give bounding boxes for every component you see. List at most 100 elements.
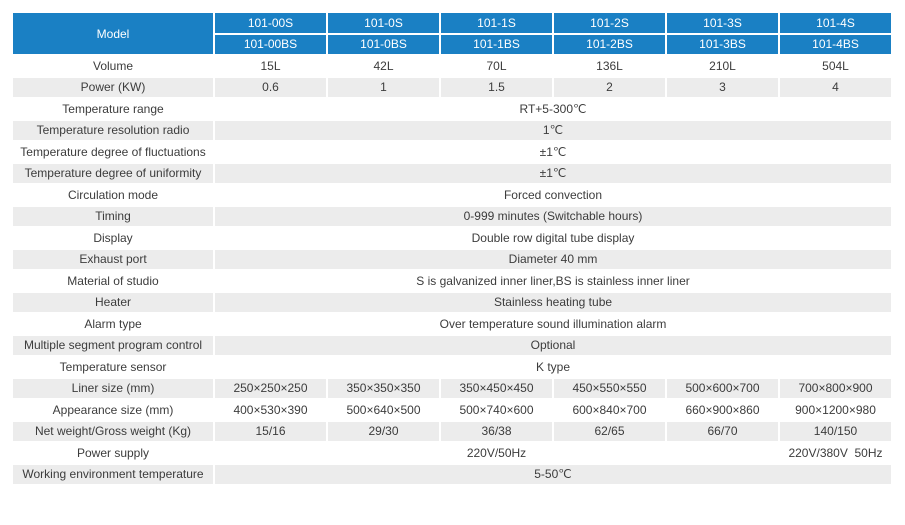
cell-value-merged: 1℃ [215, 120, 891, 140]
spec-row: Multiple segment program control Optional [13, 335, 891, 355]
cell-value-merged: K type [215, 357, 891, 377]
spec-row: Temperature degree of uniformity ±1℃ [13, 163, 891, 183]
row-label: Temperature resolution radio [13, 120, 213, 140]
cell-value: 0.6 [215, 77, 326, 97]
row-label: Liner size (mm) [13, 378, 213, 398]
row-label: Appearance size (mm) [13, 400, 213, 420]
cell-value-merged: 0-999 minutes (Switchable hours) [215, 206, 891, 226]
cell-value: 1 [328, 77, 439, 97]
spec-row: Temperature range RT+5-300℃ [13, 99, 891, 119]
cell-value-merged: S is galvanized inner liner,BS is stainl… [215, 271, 891, 291]
cell-value-merged: 220V/380V 50Hz [780, 443, 891, 463]
row-label: Volume [13, 56, 213, 76]
cell-value: 250×250×250 [215, 378, 326, 398]
model-header-101-1S: 101-1S [441, 13, 552, 33]
cell-value: 400×530×390 [215, 400, 326, 420]
row-label: Circulation mode [13, 185, 213, 205]
row-label: Display [13, 228, 213, 248]
cell-value-merged: Diameter 40 mm [215, 249, 891, 269]
row-label: Timing [13, 206, 213, 226]
cell-value: 140/150 [780, 421, 891, 441]
spec-row: Heater Stainless heating tube [13, 292, 891, 312]
cell-value-merged: Over temperature sound illumination alar… [215, 314, 891, 334]
cell-value: 450×550×550 [554, 378, 665, 398]
cell-value: 3 [667, 77, 778, 97]
model-header-101-3S: 101-3S [667, 13, 778, 33]
model-header-101-00BS: 101-00BS [215, 34, 326, 54]
spec-row: Display Double row digital tube display [13, 228, 891, 248]
model-header-101-2S: 101-2S [554, 13, 665, 33]
row-label: Multiple segment program control [13, 335, 213, 355]
spec-row: Temperature resolution radio 1℃ [13, 120, 891, 140]
row-label: Power (KW) [13, 77, 213, 97]
spec-row: Timing 0-999 minutes (Switchable hours) [13, 206, 891, 226]
cell-value: 350×350×350 [328, 378, 439, 398]
spec-row: Volume 15L 42L 70L 136L 210L 504L [13, 56, 891, 76]
row-label: Net weight/Gross weight (Kg) [13, 421, 213, 441]
cell-value: 136L [554, 56, 665, 76]
cell-value: 36/38 [441, 421, 552, 441]
spec-row: Power supply 220V/50Hz 220V/380V 50Hz [13, 443, 891, 463]
cell-value: 504L [780, 56, 891, 76]
cell-value-merged: Double row digital tube display [215, 228, 891, 248]
spec-row: Net weight/Gross weight (Kg) 15/16 29/30 36… [13, 421, 891, 441]
model-header-101-2BS: 101-2BS [554, 34, 665, 54]
spec-row: Temperature degree of fluctuations ±1℃ [13, 142, 891, 162]
cell-value-merged: 220V/50Hz [215, 443, 778, 463]
spec-row: Appearance size (mm) 400×530×390 500×640×5… [13, 400, 891, 420]
cell-value: 500×640×500 [328, 400, 439, 420]
row-label: Temperature degree of uniformity [13, 163, 213, 183]
cell-value: 70L [441, 56, 552, 76]
cell-value-merged: Optional [215, 335, 891, 355]
cell-value: 42L [328, 56, 439, 76]
row-label: Alarm type [13, 314, 213, 334]
spec-row: Material of studio S is galvanized inner … [13, 271, 891, 291]
spec-row: Liner size (mm) 250×250×250 350×350×350 350… [13, 378, 891, 398]
spec-row: Alarm type Over temperature sound illumin… [13, 314, 891, 334]
model-header-101-0BS: 101-0BS [328, 34, 439, 54]
cell-value: 4 [780, 77, 891, 97]
cell-value: 62/65 [554, 421, 665, 441]
model-header-101-1BS: 101-1BS [441, 34, 552, 54]
row-label: Power supply [13, 443, 213, 463]
cell-value-merged: ±1℃ [215, 142, 891, 162]
cell-value-merged: RT+5-300℃ [215, 99, 891, 119]
row-label: Heater [13, 292, 213, 312]
model-header-101-0S: 101-0S [328, 13, 439, 33]
cell-value: 1.5 [441, 77, 552, 97]
cell-value-merged: ±1℃ [215, 163, 891, 183]
model-header-101-4S: 101-4S [780, 13, 891, 33]
row-label: Working environment temperature [13, 464, 213, 484]
spec-table-header: Model 101-00S 101-0S 101-1S 101-2S 101-3S 101… [13, 13, 891, 54]
cell-value: 29/30 [328, 421, 439, 441]
cell-value: 210L [667, 56, 778, 76]
model-header-101-00S: 101-00S [215, 13, 326, 33]
model-header-101-4BS: 101-4BS [780, 34, 891, 54]
model-header-cell: Model [13, 13, 213, 54]
row-label: Temperature range [13, 99, 213, 119]
cell-value: 500×600×700 [667, 378, 778, 398]
cell-value: 2 [554, 77, 665, 97]
row-label: Temperature degree of fluctuations [13, 142, 213, 162]
spec-sheet-page: Model 101-00S 101-0S 101-1S 101-2S 101-3S 101… [0, 11, 905, 525]
spec-row: Exhaust port Diameter 40 mm [13, 249, 891, 269]
spec-row: Power (KW) 0.6 1 1.5 2 3 4 [13, 77, 891, 97]
cell-value-merged: Forced convection [215, 185, 891, 205]
row-label: Temperature sensor [13, 357, 213, 377]
row-label: Exhaust port [13, 249, 213, 269]
cell-value: 500×740×600 [441, 400, 552, 420]
spec-row: Circulation mode Forced convection [13, 185, 891, 205]
cell-value-merged: Stainless heating tube [215, 292, 891, 312]
spec-row: Temperature sensor K type [13, 357, 891, 377]
spec-table-body: Volume 15L 42L 70L 136L 210L 504L Power (KW) 0.6… [13, 56, 891, 484]
cell-value: 66/70 [667, 421, 778, 441]
model-header-101-3BS: 101-3BS [667, 34, 778, 54]
cell-value: 350×450×450 [441, 378, 552, 398]
cell-value: 700×800×900 [780, 378, 891, 398]
cell-value: 600×840×700 [554, 400, 665, 420]
cell-value: 15L [215, 56, 326, 76]
model-row-top: Model 101-00S 101-0S 101-1S 101-2S 101-3S 101… [13, 13, 891, 54]
row-label: Material of studio [13, 271, 213, 291]
cell-value: 15/16 [215, 421, 326, 441]
cell-value: 900×1200×980 [780, 400, 891, 420]
